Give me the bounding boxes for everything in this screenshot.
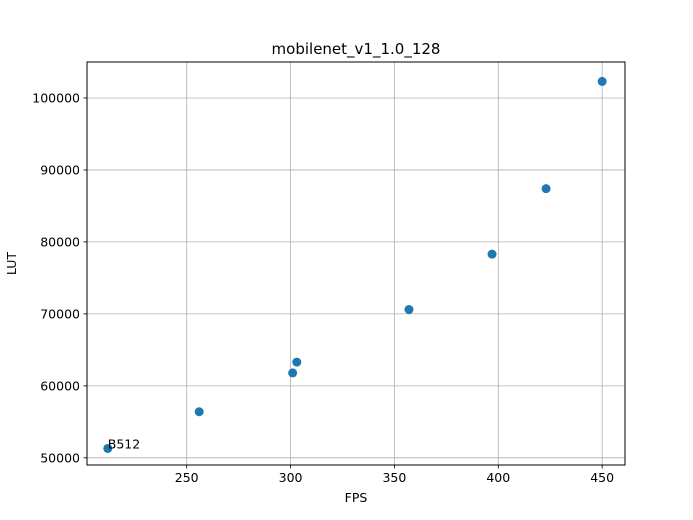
x-tick-label: 300	[279, 470, 303, 485]
data-point	[292, 357, 302, 367]
plot-frame	[86, 61, 626, 466]
y-tick-label: 50000	[40, 450, 80, 465]
annotations: B512	[108, 436, 140, 451]
point-annotation: B512	[108, 436, 140, 451]
x-tick-label: 250	[175, 470, 199, 485]
y-tick-label: 60000	[40, 378, 80, 393]
y-tick-label: 100000	[32, 90, 80, 105]
data-point	[194, 407, 204, 417]
data-point	[487, 249, 497, 259]
x-tick-label: 350	[382, 470, 406, 485]
data-points	[103, 76, 607, 453]
x-axis-label: FPS	[345, 490, 368, 505]
data-point	[103, 443, 113, 453]
y-tick-label: 90000	[40, 162, 80, 177]
chart-title: mobilenet_v1_1.0_128	[272, 40, 441, 59]
y-axis-ticks: 50000 60000 70000 80000 90000 100000	[32, 90, 87, 465]
x-axis-ticks: 250 300 350 400 450	[175, 465, 614, 485]
x-tick-label: 400	[486, 470, 510, 485]
data-point	[541, 184, 551, 194]
x-tick-label: 450	[590, 470, 614, 485]
y-tick-label: 70000	[40, 306, 80, 321]
data-point	[288, 368, 298, 378]
grid-lines	[87, 62, 625, 465]
data-point	[404, 305, 414, 315]
y-axis-label: LUT	[4, 252, 19, 275]
data-point	[597, 76, 607, 86]
y-tick-label: 80000	[40, 234, 80, 249]
